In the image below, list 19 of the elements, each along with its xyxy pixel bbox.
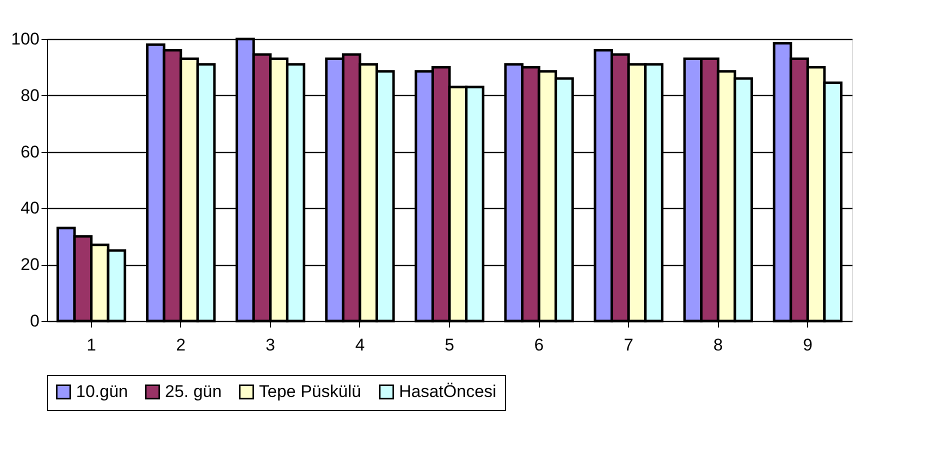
- legend-label: 25. gün: [165, 382, 222, 401]
- x-tick-label: 3: [266, 336, 276, 354]
- y-tick-label: 80: [20, 86, 40, 105]
- y-tick-label: 0: [30, 312, 40, 330]
- x-tick-label: 4: [355, 336, 365, 354]
- x-tick-label: 2: [176, 336, 186, 354]
- x-tick-label: 8: [713, 336, 723, 354]
- x-tick-label: 6: [534, 336, 544, 354]
- legend-label: HasatÖncesi: [399, 382, 496, 401]
- legend-label: Tepe Püskülü: [259, 382, 362, 401]
- y-tick-label: 100: [11, 30, 40, 48]
- x-tick-label: 1: [86, 336, 96, 354]
- x-tick-label: 9: [802, 336, 812, 354]
- y-tick-label: 40: [20, 198, 40, 218]
- x-tick-label: 5: [444, 336, 454, 354]
- x-tick-label: 7: [624, 336, 634, 354]
- y-tick-label: 60: [20, 142, 40, 162]
- y-tick-label: 20: [20, 255, 40, 274]
- legend-label: 10.gün: [76, 382, 128, 401]
